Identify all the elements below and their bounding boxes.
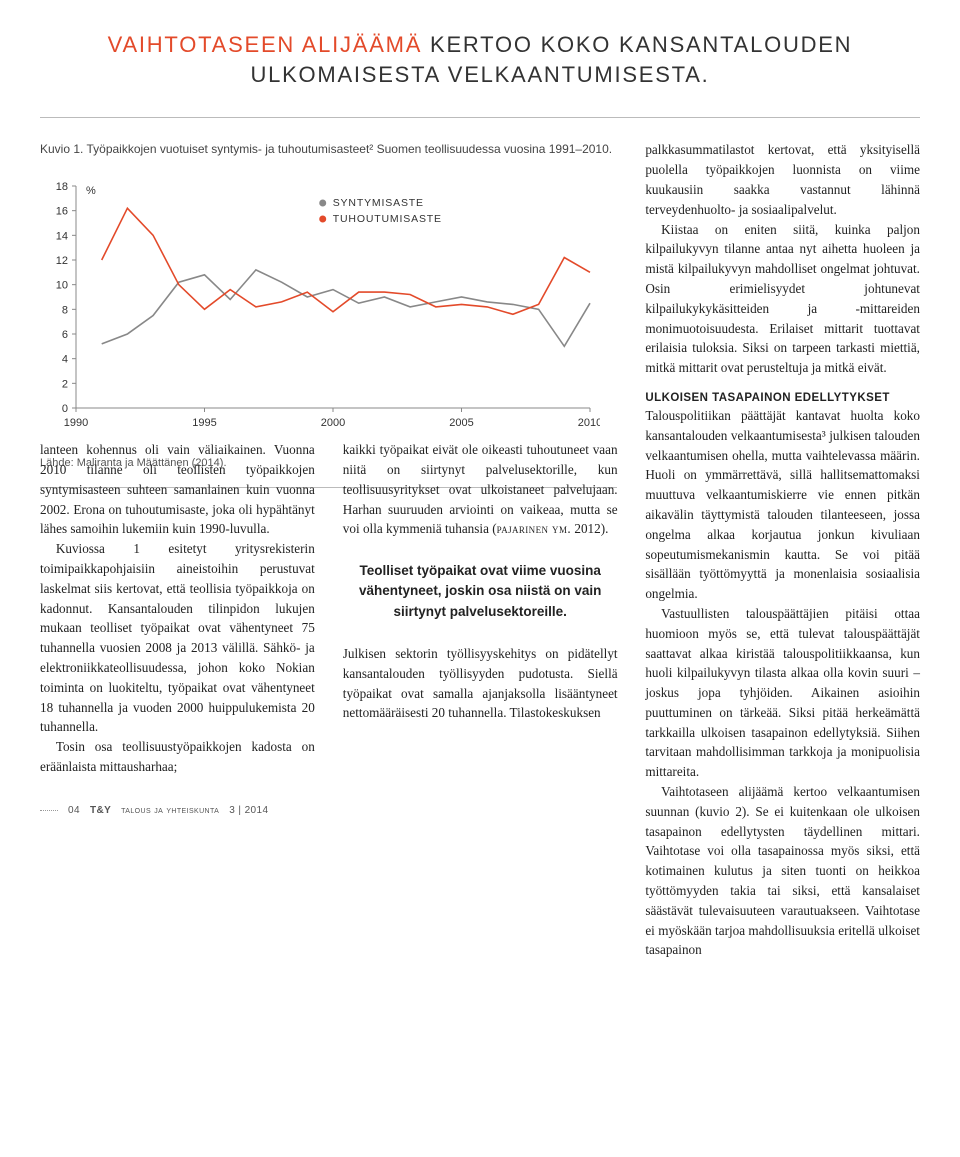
svg-text:TUHOUTUMISASTE: TUHOUTUMISASTE: [333, 213, 442, 225]
chart-svg: 0 2 4 6 8 10 12 14 16 18 1990 1995 2000 2005 2010% SYNT…: [40, 176, 600, 436]
svg-text:SYNTYMISASTE: SYNTYMISASTE: [333, 197, 424, 209]
col1-p3: Tosin osa teollisuustyöpaikkojen kadosta…: [40, 737, 315, 777]
headline-accent: VAIHTOTASEEN ALIJÄÄMÄ: [108, 32, 422, 57]
footer-abbrev: T&Y: [90, 805, 111, 816]
svg-text:1990: 1990: [64, 417, 88, 429]
svg-text:2005: 2005: [449, 417, 473, 429]
svg-text:16: 16: [56, 206, 68, 218]
body-col-1: lanteen kohennus oli vain väliaikainen. …: [40, 440, 315, 777]
col2-p2: Julkisen sektorin työllisyyskehitys on p…: [343, 644, 618, 723]
pullquote: Teolliset työpaikat ovat viime vuosina v…: [351, 561, 610, 622]
footer-journal: talous ja yhteiskunta: [121, 805, 219, 816]
svg-text:12: 12: [56, 255, 68, 267]
footer-issue: 3 | 2014: [229, 805, 268, 816]
col3-p2: Kiistaa on eniten siitä, kuinka paljon k…: [645, 220, 920, 378]
col1-p1: lanteen kohennus oli vain väliaikainen. …: [40, 440, 315, 539]
footer-page: 04: [68, 805, 80, 816]
svg-text:1995: 1995: [192, 417, 216, 429]
body-col-2: kaikki työpaikat eivät ole oikeasti tuho…: [343, 440, 618, 777]
col3-p4: Vastuullisten talouspäättäjien pitäisi o…: [645, 604, 920, 782]
col3-p1: palkkasummatilastot kertovat, että yksit…: [645, 140, 920, 219]
chart-caption: Kuvio 1. Työpaikkojen vuotuiset syntymis…: [40, 140, 617, 158]
page-headline: VAIHTOTASEEN ALIJÄÄMÄ KERTOO KOKO KANSAN…: [40, 30, 920, 89]
svg-text:2000: 2000: [321, 417, 345, 429]
col1-p2: Kuviossa 1 esitetyt yritysrekisterin toi…: [40, 539, 315, 737]
svg-text:0: 0: [62, 403, 68, 415]
svg-text:8: 8: [62, 305, 68, 317]
svg-text:14: 14: [56, 231, 68, 243]
svg-text:4: 4: [62, 354, 68, 366]
svg-text:%: %: [86, 185, 96, 197]
footer-dots: [40, 810, 58, 811]
line-chart: 0 2 4 6 8 10 12 14 16 18 1990 1995 2000 2005 2010% SYNT…: [40, 176, 617, 441]
svg-text:10: 10: [56, 280, 68, 292]
subhead: ULKOISEN TASAPAINON EDELLYTYKSET: [645, 392, 920, 404]
svg-text:18: 18: [56, 181, 68, 193]
svg-text:2: 2: [62, 379, 68, 391]
svg-text:2010: 2010: [578, 417, 600, 429]
headline-rule: [40, 117, 920, 118]
col2-p1: kaikki työpaikat eivät ole oikeasti tuho…: [343, 440, 618, 539]
col3-p5: Vaihtotaseen alijäämä kertoo velkaantumi…: [645, 782, 920, 960]
col3-p3: Talouspolitiikan päättäjät kantavat huol…: [645, 406, 920, 604]
svg-text:6: 6: [62, 329, 68, 341]
right-text-column: palkkasummatilastot kertovat, että yksit…: [645, 140, 920, 960]
